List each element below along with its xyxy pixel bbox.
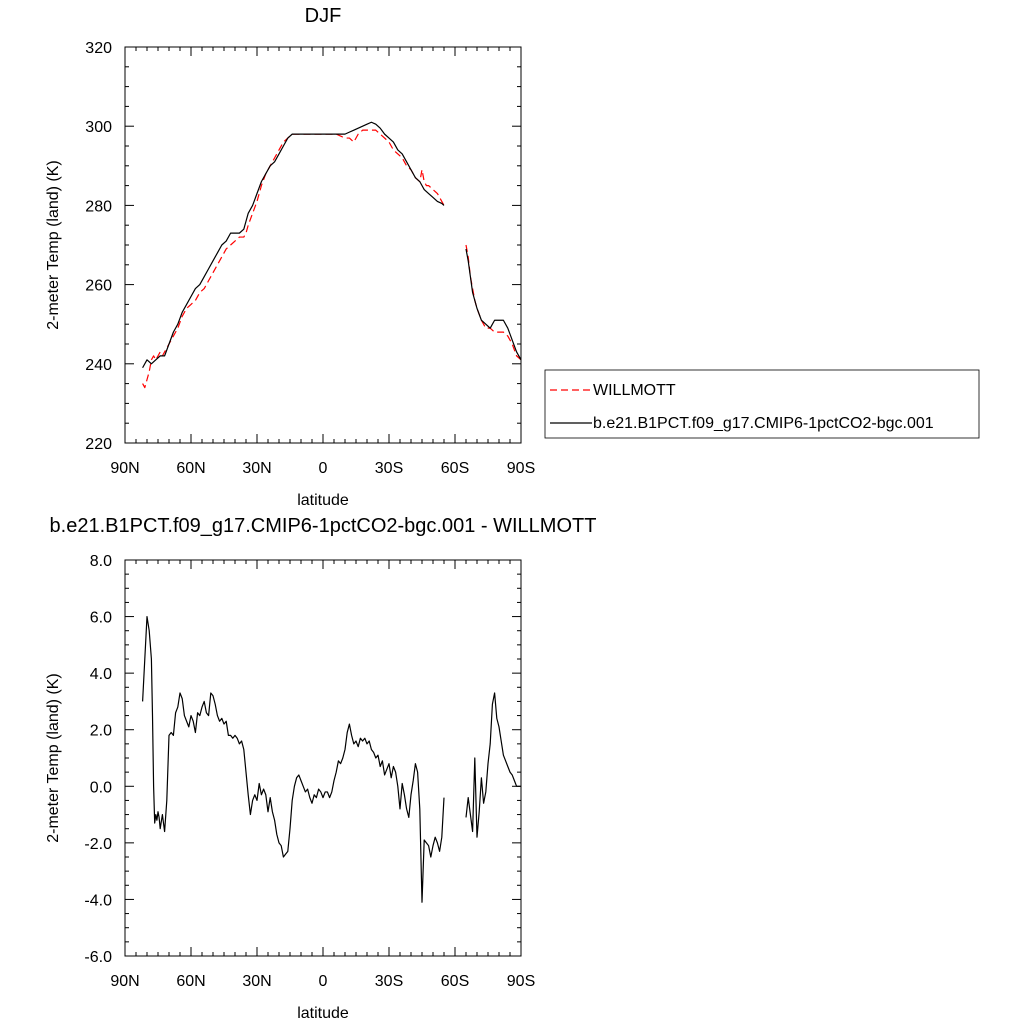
top-y-axis-label: 2-meter Temp (land) (K) [45, 160, 62, 330]
bottom-x-tick-label: 90S [507, 973, 535, 990]
top-y-tick-label: 320 [85, 40, 112, 57]
top-x-axis-label: latitude [297, 492, 349, 509]
legend: WILLMOTT b.e21.B1PCT.f09_g17.CMIP6-1pctC… [544, 369, 980, 439]
bottom-x-tick-label: 60N [176, 973, 205, 990]
bottom-x-tick-label: 90N [110, 973, 139, 990]
top-y-tick-label: 240 [85, 357, 112, 374]
top-panel: DJF 90N 60N 30N 0 30S 60S 90S 220 240 260 280 300 32… [45, 5, 535, 509]
bottom-series-difference-segment-1 [465, 692, 521, 838]
top-plot-frame [124, 46, 522, 444]
bottom-y-tick-label: 2.0 [90, 723, 112, 740]
top-x-tick-label: 30N [242, 460, 271, 477]
bottom-panel: b.e21.B1PCT.f09_g17.CMIP6-1pctCO2-bgc.00… [45, 515, 596, 1022]
top-y-tick-label: 300 [85, 119, 112, 136]
bottom-y-tick-label: 4.0 [90, 666, 112, 683]
top-x-tick-label: 30S [375, 460, 403, 477]
legend-label-model: b.e21.B1PCT.f09_g17.CMIP6-1pctCO2-bgc.00… [593, 415, 934, 432]
top-y-tick-label: 220 [85, 436, 112, 453]
top-y-tick-label: 260 [85, 278, 112, 295]
top-y-tick-label: 280 [85, 198, 112, 215]
bottom-y-axis-label: 2-meter Temp (land) (K) [45, 673, 62, 843]
top-series-b-e21-b1pct-f09-g17-cmip6-1pctco2-bgc-001-segment-1 [465, 248, 522, 361]
top-x-tick-label: 0 [319, 460, 328, 477]
bottom-x-tick-label: 0 [319, 973, 328, 990]
top-x-tick-label: 60S [441, 460, 469, 477]
top-x-tick-label: 60N [176, 460, 205, 477]
top-series-willmott-segment-0 [142, 129, 445, 389]
bottom-y-tick-label: -2.0 [84, 836, 112, 853]
bottom-x-tick-label: 30S [375, 973, 403, 990]
legend-label-willmott: WILLMOTT [593, 382, 676, 399]
top-series-b-e21-b1pct-f09-g17-cmip6-1pctco2-bgc-001-segment-0 [142, 121, 445, 369]
top-x-tick-label: 90N [110, 460, 139, 477]
top-x-tick-label: 90S [507, 460, 535, 477]
bottom-y-tick-label: 6.0 [90, 610, 112, 627]
bottom-x-axis-label: latitude [297, 1005, 349, 1022]
bottom-x-tick-label: 30N [242, 973, 271, 990]
top-chart-title: DJF [305, 5, 342, 27]
bottom-series-difference-segment-0 [142, 615, 445, 903]
bottom-x-tick-label: 60S [441, 973, 469, 990]
bottom-y-tick-label: 0.0 [90, 779, 112, 796]
legend-box [544, 369, 980, 439]
bottom-y-tick-label: -6.0 [84, 949, 112, 966]
bottom-chart-title: b.e21.B1PCT.f09_g17.CMIP6-1pctCO2-bgc.00… [50, 515, 597, 537]
bottom-y-tick-label: 8.0 [90, 553, 112, 570]
bottom-y-tick-label: -4.0 [84, 892, 112, 909]
bottom-plot-frame [124, 559, 522, 957]
